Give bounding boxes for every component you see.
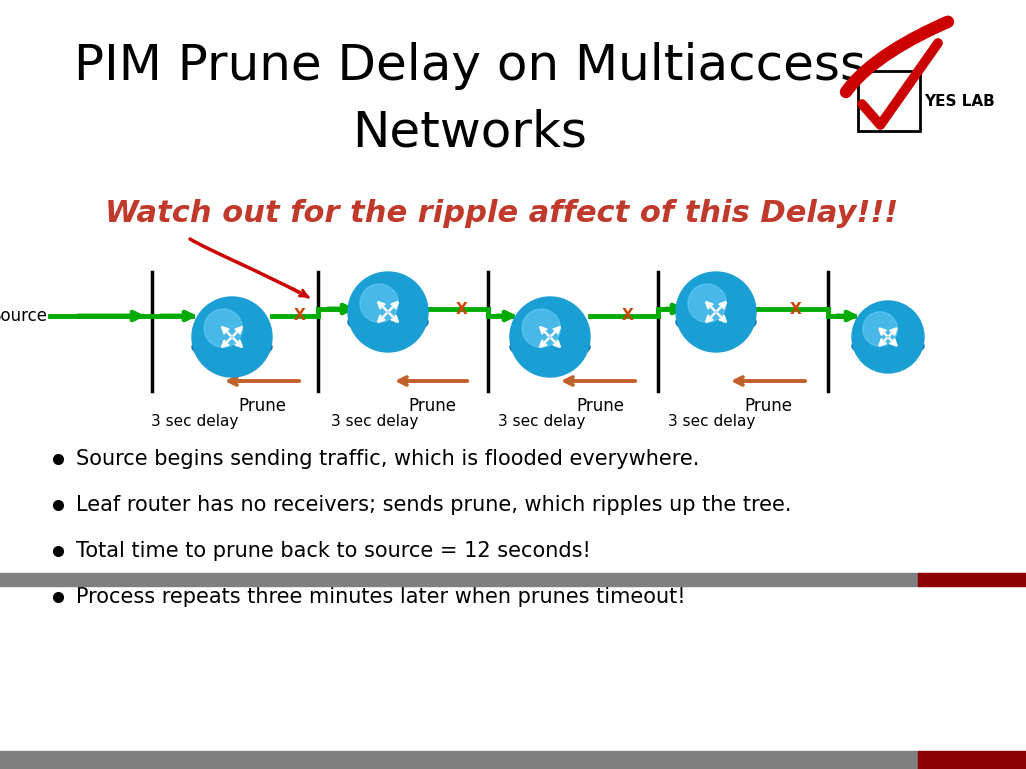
Circle shape bbox=[676, 272, 756, 352]
Circle shape bbox=[510, 297, 590, 377]
Text: Source: Source bbox=[0, 307, 48, 325]
Circle shape bbox=[204, 309, 242, 348]
Text: Prune: Prune bbox=[744, 397, 792, 415]
Text: Watch out for the ripple affect of this Delay!!!: Watch out for the ripple affect of this … bbox=[105, 198, 898, 228]
Circle shape bbox=[348, 272, 428, 352]
Circle shape bbox=[688, 284, 726, 322]
Text: Source begins sending traffic, which is flooded everywhere.: Source begins sending traffic, which is … bbox=[76, 449, 700, 469]
Ellipse shape bbox=[348, 309, 428, 335]
Bar bbox=[918, 751, 1026, 769]
Text: X: X bbox=[622, 308, 634, 324]
Ellipse shape bbox=[510, 334, 590, 360]
Ellipse shape bbox=[676, 309, 756, 335]
Circle shape bbox=[852, 301, 924, 373]
Text: YES LAB: YES LAB bbox=[924, 94, 995, 108]
Text: Prune: Prune bbox=[576, 397, 624, 415]
Text: 3 sec delay: 3 sec delay bbox=[331, 414, 419, 429]
Bar bbox=[0, 751, 918, 769]
Circle shape bbox=[522, 309, 560, 348]
Text: 3 sec delay: 3 sec delay bbox=[499, 414, 586, 429]
Text: Prune: Prune bbox=[408, 397, 456, 415]
Text: X: X bbox=[790, 301, 802, 317]
Ellipse shape bbox=[192, 334, 272, 360]
Text: Leaf router has no receivers; sends prune, which ripples up the tree.: Leaf router has no receivers; sends prun… bbox=[76, 495, 791, 515]
Text: Total time to prune back to source = 12 seconds!: Total time to prune back to source = 12 … bbox=[76, 541, 591, 561]
Text: Process repeats three minutes later when prunes timeout!: Process repeats three minutes later when… bbox=[76, 587, 685, 607]
Text: Prune: Prune bbox=[238, 397, 286, 415]
Bar bbox=[858, 71, 920, 131]
Circle shape bbox=[192, 297, 272, 377]
Text: 3 sec delay: 3 sec delay bbox=[668, 414, 756, 429]
Bar bbox=[0, 573, 918, 586]
Text: X: X bbox=[294, 308, 306, 324]
Circle shape bbox=[863, 311, 898, 346]
Bar bbox=[918, 573, 1026, 586]
Circle shape bbox=[360, 284, 398, 322]
Ellipse shape bbox=[852, 335, 924, 358]
Text: X: X bbox=[457, 301, 468, 317]
Text: PIM Prune Delay on Multiaccess
Networks: PIM Prune Delay on Multiaccess Networks bbox=[74, 42, 866, 157]
Text: 3 sec delay: 3 sec delay bbox=[151, 414, 239, 429]
